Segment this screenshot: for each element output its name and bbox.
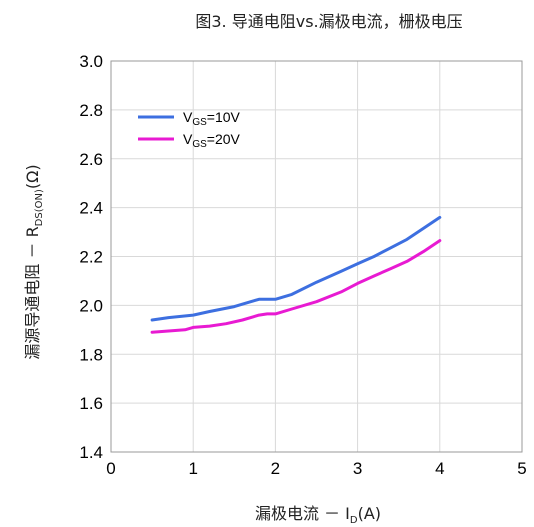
y-axis-label-main: 漏源导通电阻 － R <box>23 226 42 359</box>
x-tick-label: 2 <box>271 459 280 478</box>
x-axis-label-main: 漏极电流 － I <box>255 504 350 523</box>
y-tick-label: 3.0 <box>79 52 103 71</box>
y-tick-label: 2.2 <box>79 248 103 267</box>
series-line-2 <box>150 239 442 334</box>
x-tick-label: 5 <box>517 459 526 478</box>
series-lines <box>150 215 442 334</box>
x-tick-label: 3 <box>353 459 362 478</box>
y-tick-label: 2.8 <box>79 101 103 120</box>
legend-label-2: VGS=20V <box>183 131 241 150</box>
x-axis-label: 漏极电流 － ID(A) <box>255 504 381 526</box>
y-tick-label: 1.6 <box>79 394 103 413</box>
y-tick-label: 2.0 <box>79 296 103 315</box>
legend-label-1: VGS=10V <box>183 109 241 128</box>
x-tick-label: 1 <box>188 459 197 478</box>
y-tick-label: 1.4 <box>79 443 103 462</box>
y-tick-label: 1.8 <box>79 345 103 364</box>
series-line-1 <box>150 215 442 322</box>
grid <box>110 60 523 453</box>
chart-title: 图3. 导通电阻vs.漏极电流，栅极电压 <box>195 12 462 31</box>
y-axis-label: 漏源导通电阻 － RDS(ON)(Ω) <box>23 164 45 359</box>
legend: VGS=10V VGS=20V <box>138 109 241 150</box>
y-tick-label: 2.4 <box>79 199 103 218</box>
x-tick-label: 0 <box>106 459 115 478</box>
y-axis-label-sub: DS(ON) <box>34 189 45 226</box>
x-axis-label-sub: D <box>350 515 358 526</box>
x-axis-label-tail: (A) <box>358 504 381 523</box>
y-axis-label-tail: (Ω) <box>23 164 42 189</box>
tick-labels: 1.4 1.6 1.8 2.0 2.2 2.4 2.6 2.8 3.0 0 1 2 3 4 5 <box>79 52 526 478</box>
y-tick-label: 2.6 <box>79 150 103 169</box>
x-tick-label: 4 <box>435 459 444 478</box>
plot-frame <box>110 60 523 453</box>
